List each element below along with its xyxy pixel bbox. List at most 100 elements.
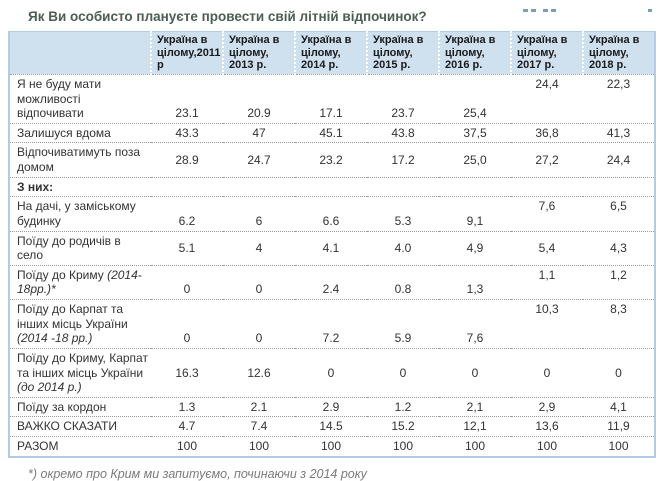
cell-value: 2,1 xyxy=(466,399,484,414)
cell-value: 1.2 xyxy=(394,399,412,414)
cell-value: 5.1 xyxy=(178,240,196,255)
cell-value: 43.3 xyxy=(175,125,199,140)
cell-value: 0 xyxy=(471,365,479,380)
cell-value: 24.7 xyxy=(247,152,271,167)
cell-value: 23.2 xyxy=(319,152,343,167)
cell-value: 6.6 xyxy=(322,213,340,228)
cell-value: 24,4 xyxy=(606,152,631,167)
cell-value: 100 xyxy=(392,439,414,454)
table-row: РАЗОМ 100 100 100 100 100 100 100 xyxy=(9,436,655,457)
cell-value: 15.2 xyxy=(391,419,415,434)
cell-value: 0 xyxy=(255,282,263,297)
cell-value: 4,1 xyxy=(610,399,627,414)
cell-value: 100 xyxy=(536,439,558,454)
table-row: З них: xyxy=(9,177,655,197)
cell-value: 4.1 xyxy=(322,240,340,255)
cell-value: 100 xyxy=(248,439,270,454)
table-row: Залишуся вдома 43.3 47 45.1 43.8 37,5 36,8 41,3 xyxy=(9,123,655,143)
cell-value: 24,4 xyxy=(535,76,559,91)
cell-value: 14.5 xyxy=(319,419,343,434)
cell-value xyxy=(151,177,223,197)
cell-value: 23.1 xyxy=(175,106,199,121)
cell-value: 7,6 xyxy=(466,331,484,346)
cell-value: 47 xyxy=(252,125,266,140)
cell-value: 4,3 xyxy=(610,240,627,255)
cell-value: 8,3 xyxy=(610,302,627,317)
table-row: Поїду до Карпат та інших місць України (… xyxy=(9,299,655,349)
cell-value: 2.4 xyxy=(322,282,340,297)
footnote: *) окремо про Крим ми запитуємо, починаю… xyxy=(28,466,367,481)
row-label: Поїду до Карпат та інших місць України (… xyxy=(17,302,128,346)
row-label: Відпочиватимуть поза домом xyxy=(17,145,141,175)
cell-value: 43.8 xyxy=(391,125,415,140)
cell-value: 28.9 xyxy=(175,152,199,167)
cell-value xyxy=(583,177,655,197)
cell-value: 1,2 xyxy=(610,267,627,282)
column-header: Україна в цілому, 2018 р. xyxy=(582,31,655,75)
cell-value: 4.0 xyxy=(394,240,412,255)
clipped-glyph xyxy=(543,9,548,12)
cell-value: 22,3 xyxy=(606,76,631,91)
cell-value: 5,4 xyxy=(538,240,556,255)
cell-value: 0 xyxy=(543,365,551,380)
cell-value: 100 xyxy=(320,439,342,454)
cell-value: 17.1 xyxy=(319,106,343,121)
cell-value: 100 xyxy=(608,439,629,454)
cell-value: 4.7 xyxy=(178,419,196,434)
cell-value: 11,9 xyxy=(607,419,630,434)
cell-value: 20.9 xyxy=(247,106,271,121)
cell-value: 41,3 xyxy=(606,125,631,140)
cell-value: 1,3 xyxy=(466,282,484,297)
clipped-glyph xyxy=(523,9,528,12)
table-row: Відпочиватимуть поза домом 28.9 24.7 23.2 17… xyxy=(9,142,655,177)
cell-value: 0 xyxy=(183,331,191,346)
table-row: На дачі, у заміському будинку 6.2 6 6.6 5.3 9… xyxy=(9,196,655,231)
column-header: Україна в цілому,2011 р xyxy=(150,31,223,75)
cell-value: 37,5 xyxy=(463,125,487,140)
row-label: РАЗОМ xyxy=(17,439,59,454)
cell-value xyxy=(511,177,583,197)
column-header: Україна в цілому, 2017 р. xyxy=(510,31,583,75)
table-row: ВАЖКО СКАЗАТИ 4.7 7.4 14.5 15.2 12,1 13,6 11,9 xyxy=(9,416,655,437)
row-label: Поїду до Криму, Карпат та інших місць Ук… xyxy=(17,350,148,395)
cell-value: 6.2 xyxy=(178,213,196,228)
survey-results-table: Україна в цілому,2011 р Україна в цілому,… xyxy=(8,31,656,458)
cell-value xyxy=(439,177,511,197)
cell-value: 12,1 xyxy=(463,419,487,434)
cell-value: 0 xyxy=(615,365,622,380)
header-row: Україна в цілому,2011 р Україна в цілому,… xyxy=(9,31,655,75)
row-label: З них: xyxy=(17,179,54,194)
column-header: Україна в цілому, 2013 р. xyxy=(222,31,295,75)
row-label: ВАЖКО СКАЗАТИ xyxy=(17,419,118,434)
cell-value: 2.1 xyxy=(250,399,268,414)
cell-value: 45.1 xyxy=(319,125,343,140)
cell-value: 5.3 xyxy=(394,213,412,228)
cell-value: 12.6 xyxy=(247,365,271,380)
cell-value: 16.3 xyxy=(175,365,199,380)
cell-value: 17.2 xyxy=(391,152,415,167)
corner-cell xyxy=(9,31,151,75)
row-label: Залишуся вдома xyxy=(17,125,111,140)
cell-value: 100 xyxy=(176,439,198,454)
table-row: Я не буду мати можливості відпочивати 23.… xyxy=(9,74,655,123)
cell-value: 25,4 xyxy=(463,106,487,121)
cell-value: 27,2 xyxy=(535,152,559,167)
cell-value: 9,1 xyxy=(466,213,484,228)
clipped-glyph xyxy=(551,9,556,12)
table-row: Поїду за кордон 1.3 2.1 2.9 1.2 2,1 2,9 4,1 xyxy=(9,397,655,417)
cell-value: 7.4 xyxy=(250,419,268,434)
cell-value: 13,6 xyxy=(535,419,559,434)
column-header: Україна в цілому, 2014 р. xyxy=(294,31,367,75)
cell-value: 6 xyxy=(255,213,263,228)
cell-value: 36,8 xyxy=(535,125,559,140)
cell-value xyxy=(367,177,439,197)
cell-value: 1.3 xyxy=(178,399,196,414)
clipped-glyph xyxy=(648,9,652,12)
table-row: Поїду до Криму, Карпат та інших місць Ук… xyxy=(9,348,655,397)
cell-value xyxy=(223,177,295,197)
column-header: Україна в цілому, 2016 р. xyxy=(438,31,511,75)
table-row: Поїду до родичів в село 5.1 4 4.1 4.0 4,9 5,4 4… xyxy=(9,231,655,265)
row-label: Поїду до Криму (2014-18рр.)* xyxy=(17,267,142,297)
column-header: Україна в цілому, 2015 р. xyxy=(366,31,439,75)
clipped-glyph xyxy=(531,9,536,12)
